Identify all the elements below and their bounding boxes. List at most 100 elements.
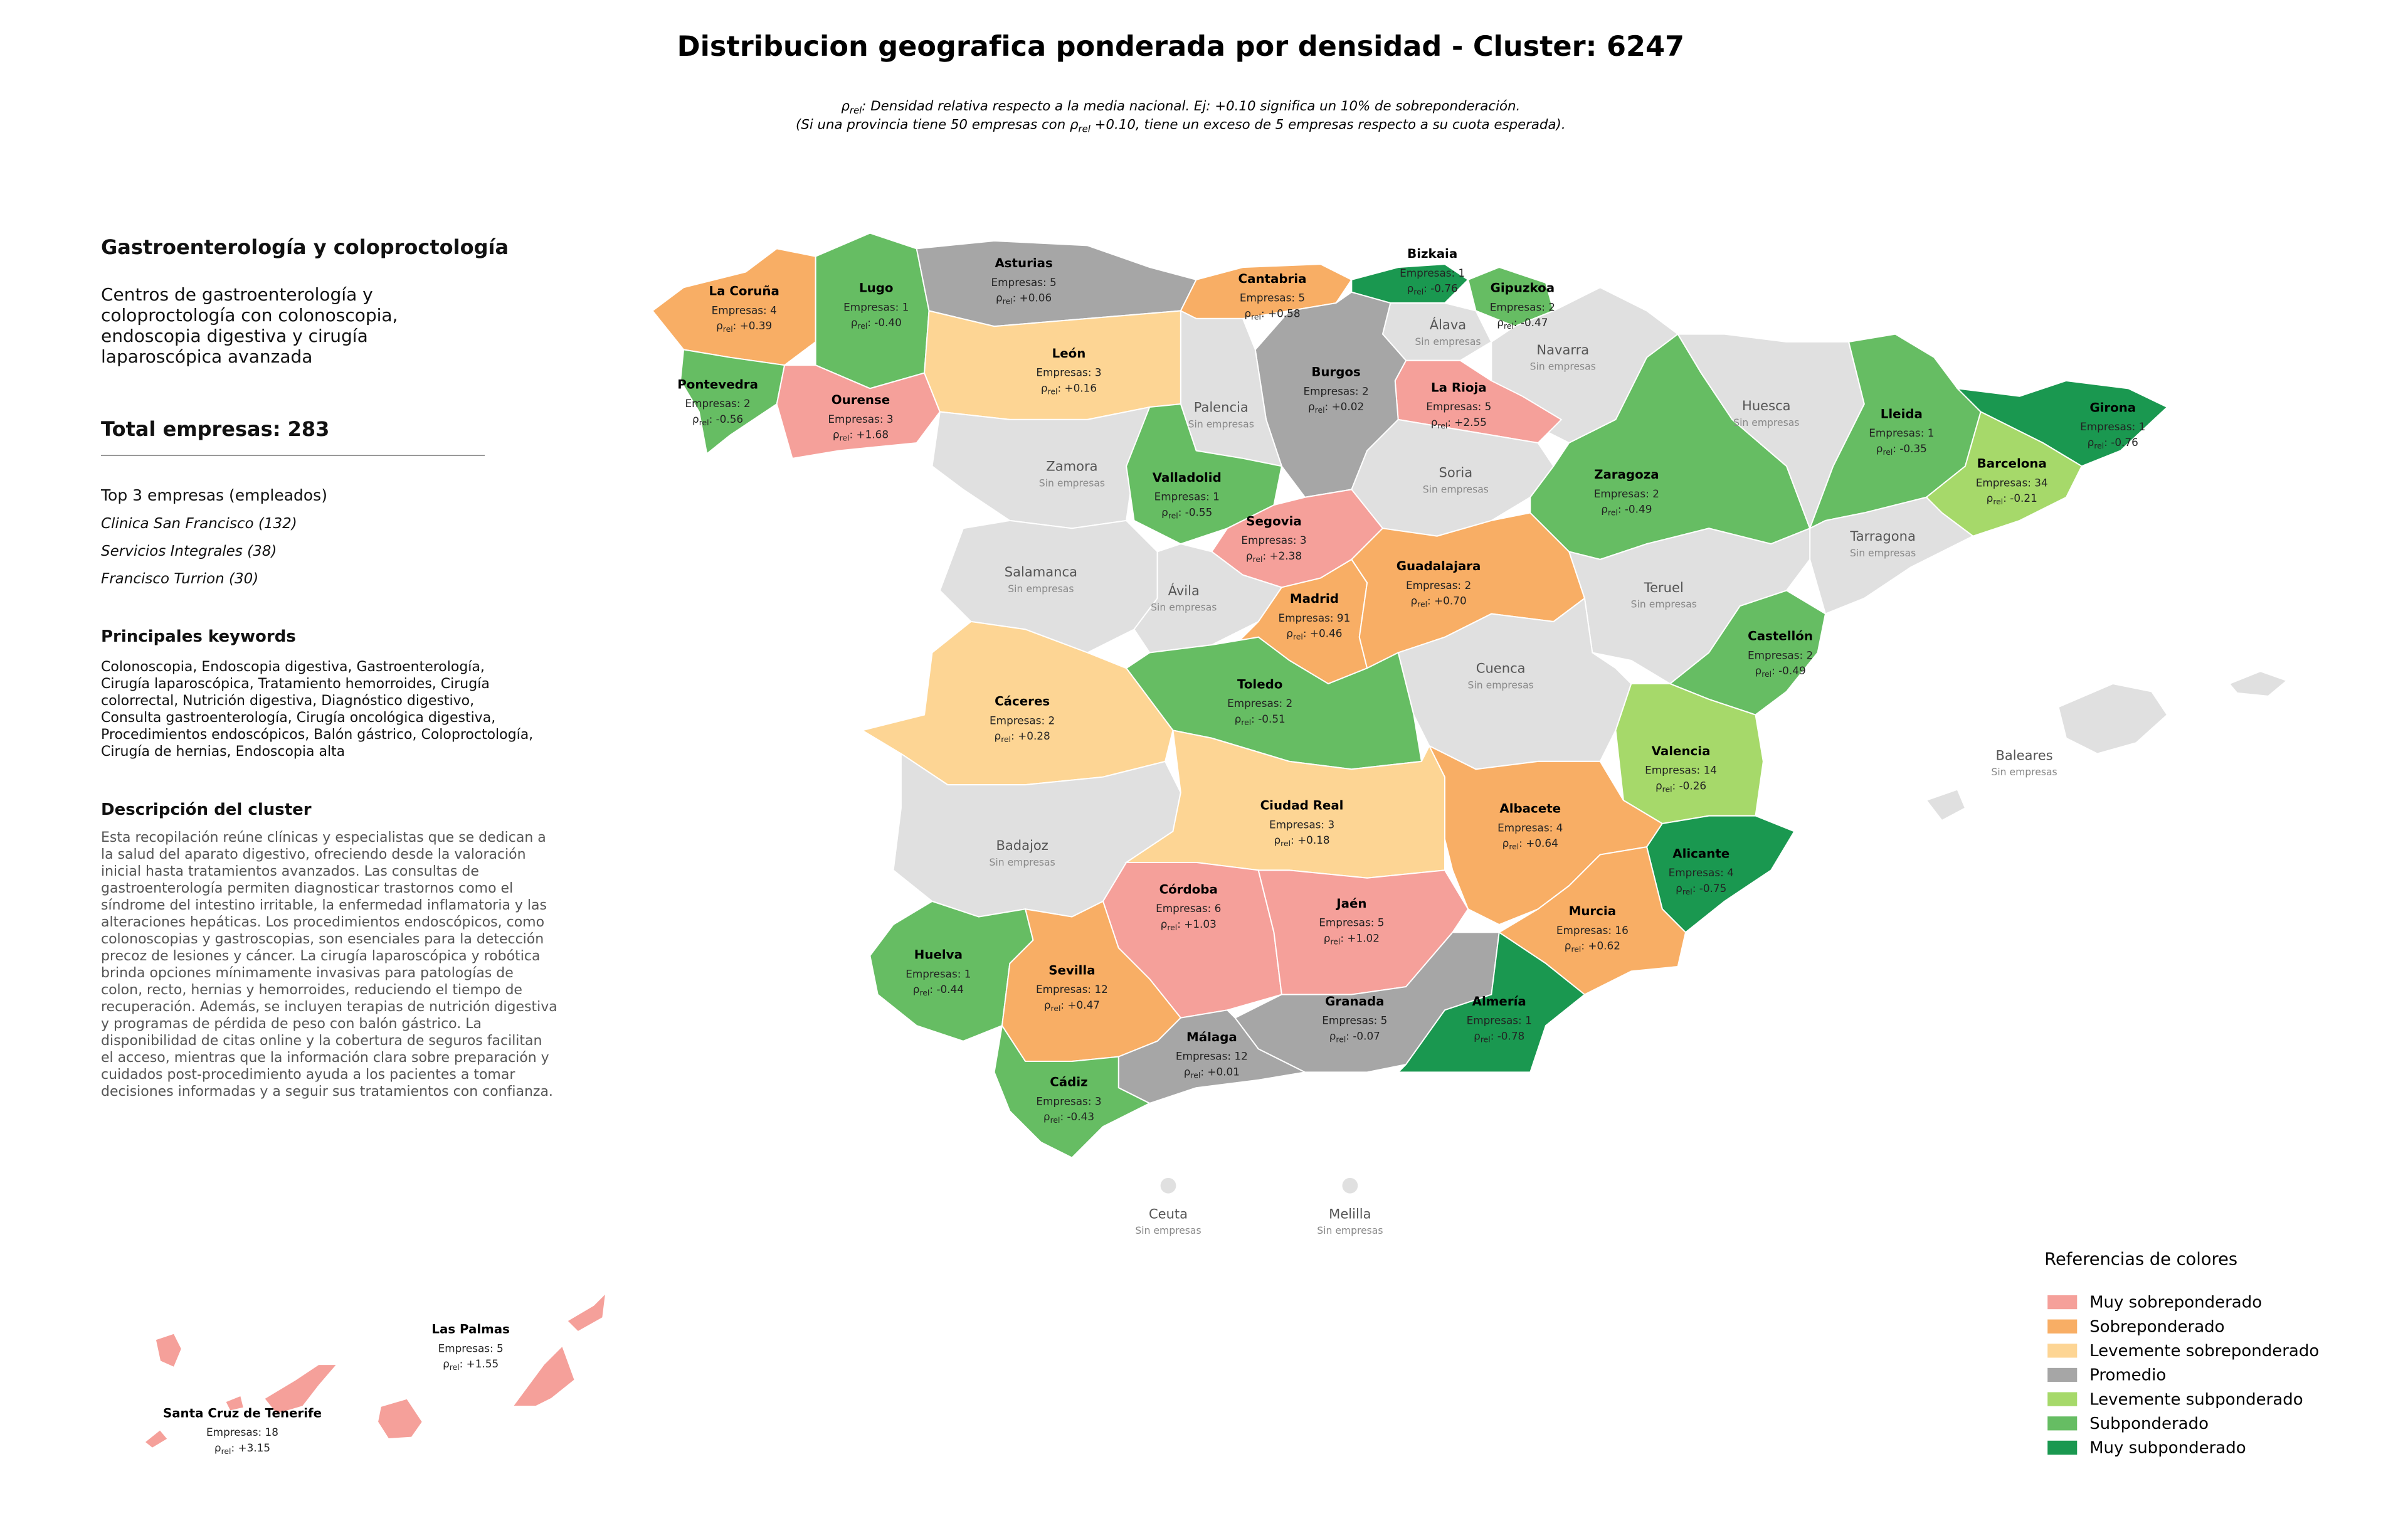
rho-sep: : [1772, 664, 1778, 677]
province-companies: Empresas: 1 [1467, 1014, 1532, 1027]
rho-value: +2.38 [1269, 549, 1302, 562]
rho-sub: rel [1437, 422, 1447, 430]
province-shape [263, 1364, 339, 1415]
rho-sub: rel [1481, 1035, 1491, 1044]
rho-symbol: ρ [913, 983, 920, 995]
province-name: Gipuzkoa [1491, 281, 1555, 295]
province-status: Sin empresas [1188, 418, 1254, 430]
province-companies: Empresas: 2 [1303, 385, 1368, 397]
rho-symbol: ρ [1676, 882, 1682, 894]
province-name: Baleares [1995, 747, 2052, 763]
province-name: Albacete [1499, 802, 1561, 816]
rho-sep: : [1581, 940, 1588, 952]
rho-sub: rel [1253, 555, 1263, 564]
province-rho: ρrel: +0.01 [1184, 1065, 1240, 1080]
rho-sub: rel [450, 1363, 460, 1372]
province-shape [511, 1344, 576, 1408]
province-name: Santa Cruz de Tenerife [163, 1406, 322, 1420]
province-shape [1669, 590, 1827, 716]
province-companies: Empresas: 2 [1227, 697, 1292, 709]
rho-sub: rel [221, 1447, 231, 1456]
rho-value: -0.78 [1497, 1029, 1525, 1042]
subtitle-line: ρrel: Densidad relativa respecto a la me… [841, 98, 1520, 116]
rho-value: -0.51 [1258, 713, 1286, 725]
legend-label: Muy subponderado [2089, 1439, 2246, 1458]
province-status: Sin empresas [1151, 602, 1217, 613]
subtitle-text: +0.10, tiene un exceso de 5 empresas res… [1090, 117, 1566, 133]
province-rho: ρrel: -0.51 [1235, 713, 1286, 727]
rho-sub: rel [1251, 312, 1261, 321]
province-rho: ρrel: -0.76 [1407, 282, 1458, 297]
province-name: Melilla [1329, 1206, 1371, 1221]
province-shape [2057, 683, 2168, 755]
rho-value: -0.40 [874, 316, 902, 329]
province-shape [376, 1398, 424, 1440]
province-companies: Empresas: 4 [712, 304, 777, 316]
rho-sub: rel [1336, 1035, 1346, 1044]
rho-sep: : [1060, 1110, 1067, 1123]
rho-sep: : [1303, 627, 1310, 640]
rho-sep: : [1177, 918, 1184, 930]
rho-sep: : [867, 316, 874, 329]
province-name: Murcia [1569, 904, 1616, 918]
province-rho: ρrel: +0.06 [996, 292, 1052, 306]
rho-sub: rel [1571, 945, 1581, 954]
rho-sep: : [1514, 316, 1521, 329]
province-companies: Empresas: 91 [1278, 612, 1350, 624]
province-companies: Empresas: 3 [828, 413, 893, 425]
province-name: Toledo [1237, 677, 1282, 691]
province-shape [2228, 671, 2288, 697]
province-status: Sin empresas [1991, 767, 2057, 778]
rho-sep: : [1262, 549, 1269, 562]
province-name: Navarra [1536, 342, 1589, 358]
rho-sep: : [1427, 595, 1434, 607]
province-rho: ρrel: +0.58 [1244, 307, 1300, 321]
province-rho: ρrel: +0.18 [1274, 834, 1329, 848]
rho-symbol: ρ [1502, 837, 1509, 849]
rho-sep: : [1423, 282, 1430, 295]
province-status: Sin empresas [1423, 484, 1489, 495]
rho-symbol: ρ [1246, 549, 1253, 562]
province-name: Bizkaia [1407, 247, 1457, 261]
province-companies: Empresas: 2 [990, 714, 1055, 726]
province-name: Segovia [1246, 514, 1302, 528]
province-status: Sin empresas [990, 857, 1055, 868]
rho-sub: rel [1993, 497, 2003, 506]
rho-sub: rel [1504, 322, 1514, 331]
province-rho: ρrel: -0.40 [851, 316, 902, 331]
province-rho: ρrel: +0.28 [995, 730, 1050, 744]
total-companies: Total empresas: 283 [101, 417, 330, 441]
province-rho: ρrel: -0.47 [1497, 316, 1548, 331]
rho-sub: rel [1001, 735, 1011, 744]
province-shape [1925, 411, 2083, 537]
rho-sep: : [1013, 292, 1020, 304]
province-shape [566, 1291, 607, 1333]
province-name: Castellón [1748, 629, 1813, 644]
rho-sub: rel [1003, 297, 1013, 306]
province-name: Cádiz [1050, 1075, 1087, 1090]
rho-sep: : [1346, 1029, 1353, 1042]
rho-sub: rel [1048, 387, 1058, 396]
province-rho: ρrel: -0.26 [1656, 780, 1706, 794]
province-rho: ρrel: +1.55 [443, 1357, 499, 1372]
rho-sub: rel [1315, 406, 1325, 415]
rho-sep: : [2104, 436, 2111, 448]
province-rho: ρrel: +0.47 [1044, 999, 1100, 1013]
province-name: Palencia [1194, 400, 1249, 415]
province-rho: ρrel: +0.39 [716, 319, 772, 334]
rho-sep: : [1011, 730, 1018, 742]
province-name: Almería [1472, 994, 1526, 1009]
rho-sep: : [1491, 1029, 1497, 1042]
province-status: Sin empresas [1733, 417, 1799, 428]
rho-sep: : [709, 413, 716, 425]
province-name: Ávila [1168, 583, 1200, 598]
rho-value: -0.55 [1185, 506, 1213, 518]
province-rho: ρrel: -0.49 [1755, 664, 1806, 679]
rho-sep: : [1519, 837, 1526, 849]
province-companies: Empresas: 5 [438, 1342, 504, 1354]
province-name: Málaga [1186, 1030, 1237, 1044]
province-name: Ourense [832, 393, 890, 407]
rho-symbol: ρ [1161, 918, 1168, 930]
rho-sub: rel [1168, 511, 1178, 520]
province-companies: Empresas: 5 [1240, 292, 1305, 304]
